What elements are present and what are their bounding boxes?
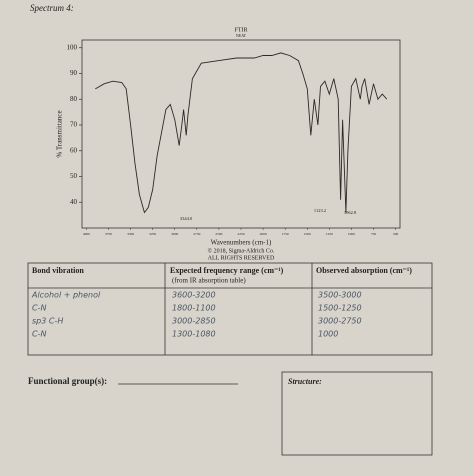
x-tick-label: 2750 bbox=[193, 232, 200, 236]
credit: ALL RIGHTS RESERVED bbox=[208, 255, 275, 261]
x-tick-label: 1250 bbox=[326, 232, 333, 236]
x-tick-label: 3250 bbox=[149, 232, 156, 236]
structure-label: Structure: bbox=[288, 377, 322, 386]
x-tick-label: 1500 bbox=[304, 232, 311, 236]
x-axis-label: Wavenumbers (cm-1) bbox=[211, 239, 272, 247]
x-tick-label: 750 bbox=[371, 232, 377, 236]
y-tick-label: 80 bbox=[70, 95, 78, 103]
y-tick-label: 90 bbox=[70, 69, 78, 77]
handwritten-cell: 1000 bbox=[318, 330, 338, 339]
handwritten-cell: C-N bbox=[32, 304, 46, 313]
x-tick-label: 500 bbox=[393, 232, 399, 236]
handwritten-cell: 3000-2750 bbox=[318, 317, 362, 326]
chart-title: FTIR bbox=[234, 27, 247, 33]
table-header-note: (from IR absorption table) bbox=[172, 277, 246, 285]
x-tick-label: 3500 bbox=[127, 232, 134, 236]
x-tick-label: 2500 bbox=[215, 232, 222, 236]
table-body: Alcohol + phenol 3600-3200 3500-3000 C-N 180… bbox=[31, 291, 362, 339]
credit: © 2018, Sigma-Aldrich Co. bbox=[208, 247, 275, 254]
structure-box bbox=[281, 371, 433, 456]
handwritten-cell: 1300-1080 bbox=[172, 330, 216, 339]
x-tick-label: 1000 bbox=[348, 232, 355, 236]
y-tick-label: 60 bbox=[70, 146, 78, 154]
x-tick-label: 3750 bbox=[105, 232, 112, 236]
table-header: Expected frequency range (cm⁻¹) bbox=[170, 266, 284, 275]
table-header: Bond vibration bbox=[32, 266, 84, 275]
handwritten-cell: C-N bbox=[32, 330, 46, 339]
table bbox=[27, 262, 433, 356]
handwritten-cell: 3600-3200 bbox=[172, 291, 216, 300]
peak-label: 1062.8 bbox=[344, 210, 357, 215]
handwritten-cell: 1500-1250 bbox=[318, 304, 362, 313]
table-header: Observed absorption (cm⁻¹) bbox=[316, 266, 412, 275]
x-tick-label: 3000 bbox=[171, 232, 178, 236]
handwritten-cell: sp3 C-H bbox=[32, 317, 63, 326]
x-tick-label: 1750 bbox=[282, 232, 289, 236]
x-tick-label: 2000 bbox=[260, 232, 267, 236]
y-tick-label: 70 bbox=[70, 121, 78, 129]
handwritten-cell: 3000-2850 bbox=[172, 317, 216, 326]
functional-groups-label: Functional group(s): bbox=[28, 376, 107, 386]
y-tick-label: 40 bbox=[70, 198, 78, 206]
y-axis-label: % Transmittance bbox=[56, 110, 64, 157]
handwritten-cell: 3500-3000 bbox=[318, 291, 362, 300]
handwritten-cell: Alcohol + phenol bbox=[31, 291, 101, 300]
table-frame bbox=[27, 262, 433, 356]
x-tick-label: 4000 bbox=[83, 232, 90, 236]
peak-label: 1123.2 bbox=[314, 208, 326, 213]
x-tick-label: 2250 bbox=[238, 232, 245, 236]
handwritten-cell: 1800-1100 bbox=[172, 304, 216, 313]
spectrum-line bbox=[95, 52, 388, 214]
peak-label: 3344.0 bbox=[180, 216, 193, 221]
y-tick-label: 50 bbox=[70, 172, 78, 180]
chart-subtitle: NEAT bbox=[236, 33, 247, 38]
page-title: Spectrum 4: bbox=[30, 3, 74, 13]
y-tick-label: 100 bbox=[67, 43, 78, 51]
